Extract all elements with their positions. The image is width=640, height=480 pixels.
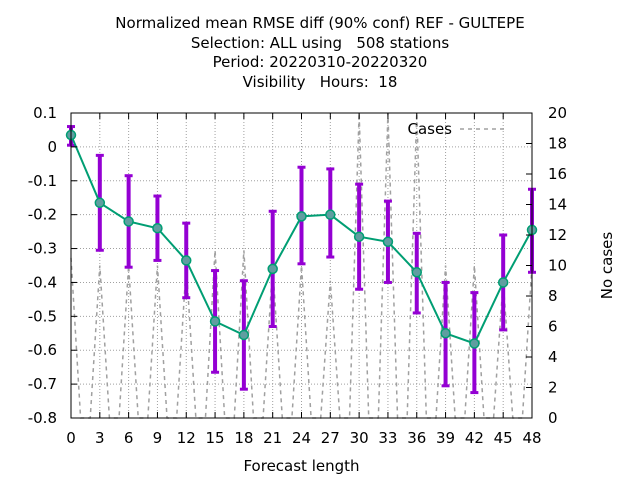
x-tick-label-16: 48: [522, 429, 541, 447]
x-tick-label-12: 36: [407, 429, 426, 447]
x-tick-label-7: 21: [263, 429, 282, 447]
y2-tick-label-2: 16: [548, 165, 567, 183]
x-tick-label-6: 18: [234, 429, 253, 447]
title-line-2: Selection: ALL using 508 stations: [190, 33, 450, 52]
y-tick-label-8: -0.7: [28, 375, 57, 393]
x-axis-label: Forecast length: [243, 457, 359, 475]
error-bars: [67, 125, 536, 395]
mean-point-11: [382, 236, 394, 248]
y2-tick-label-10: 0: [548, 409, 558, 427]
x-tick-label-10: 30: [350, 429, 369, 447]
y2-tick-label-3: 14: [548, 196, 567, 214]
title-line-4: Visibility Hours: 18: [242, 72, 398, 91]
chart-title: Normalized mean RMSE diff (90% conf) REF…: [0, 14, 640, 92]
mean-point-14: [469, 338, 480, 349]
y2-tick-label-7: 6: [548, 318, 558, 336]
y-tick-label-5: -0.4: [28, 273, 57, 291]
mean-point-10: [353, 231, 365, 242]
axis-ticks: 0 3 6 9 12 15 18 21 24 27 30 33 36 39 42 45 480.10-0.1-0…: [28, 104, 567, 447]
y2-tick-label-5: 10: [548, 257, 567, 275]
x-tick-label-0: 0: [66, 429, 76, 447]
y2-tick-label-6: 8: [548, 287, 558, 305]
y-tick-label-6: -0.5: [28, 307, 57, 325]
mean-point-15: [497, 277, 509, 288]
mean-point-7: [267, 263, 278, 275]
y-tick-label-1: 0: [47, 138, 57, 156]
y2-tick-label-4: 12: [548, 226, 567, 244]
legend: Cases: [407, 120, 506, 138]
x-tick-label-14: 42: [465, 429, 484, 447]
y-tick-label-7: -0.6: [28, 341, 57, 359]
y-tick-label-3: -0.2: [28, 206, 57, 224]
y2-axis-label: No cases: [598, 232, 616, 300]
x-tick-label-15: 45: [494, 429, 513, 447]
y2-tick-label-0: 20: [548, 104, 567, 122]
y2-tick-label-9: 2: [548, 379, 558, 397]
mean-point-5: [209, 316, 221, 327]
mean-point-6: [238, 329, 250, 341]
y2-tick-label-8: 4: [548, 348, 558, 366]
title-line-1: Normalized mean RMSE diff (90% conf) REF…: [115, 14, 525, 32]
x-tick-label-13: 39: [436, 429, 455, 447]
y-tick-label-0: 0.1: [33, 104, 57, 122]
x-tick-label-5: 15: [206, 429, 225, 447]
mean-point-12: [411, 267, 422, 278]
mean-point-1: [94, 197, 106, 209]
legend-label-cases: Cases: [407, 120, 452, 138]
y-tick-label-9: -0.8: [28, 409, 57, 427]
title-line-3: Period: 20220310-20220320: [212, 53, 428, 71]
x-tick-label-4: 12: [177, 429, 196, 447]
mean-point-9: [325, 209, 336, 220]
x-tick-label-9: 27: [321, 429, 340, 447]
y-tick-label-4: -0.3: [28, 240, 57, 258]
y2-tick-label-1: 18: [548, 135, 567, 153]
grid: [70, 112, 533, 419]
x-tick-label-8: 24: [292, 429, 311, 447]
mean-series: [65, 129, 538, 349]
x-tick-label-2: 6: [124, 429, 134, 447]
x-tick-label-11: 33: [378, 429, 397, 447]
mean-point-8: [296, 211, 307, 222]
mean-point-13: [440, 328, 451, 339]
mean-point-4: [181, 255, 192, 266]
mean-point-2: [123, 216, 134, 227]
x-tick-label-3: 9: [153, 429, 163, 447]
y-tick-label-2: -0.1: [28, 172, 57, 190]
x-tick-label-1: 3: [95, 429, 105, 447]
mean-point-3: [152, 222, 163, 234]
